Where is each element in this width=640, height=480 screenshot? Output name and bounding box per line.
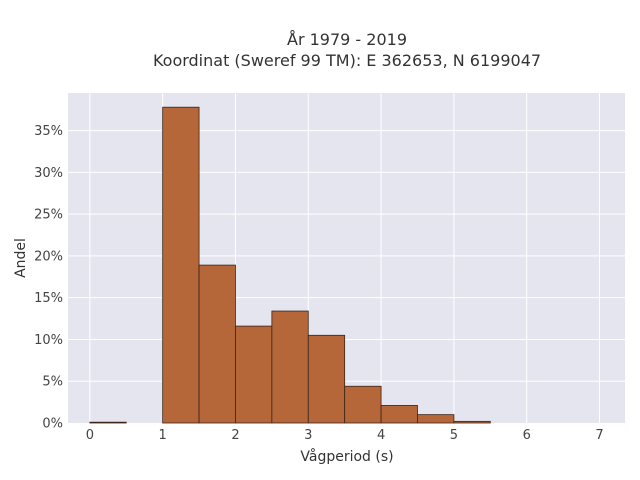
x-tick-label: 2 (231, 428, 239, 443)
histogram-bar (380, 405, 418, 424)
x-axis-ticks: 0 1 2 3 4 5 6 7 (86, 428, 604, 443)
y-tick-label: 20% (34, 249, 63, 264)
y-axis-ticks: 0% 5% 10% 15% 20% 25% 30% 35% (34, 124, 63, 431)
x-tick-label: 0 (86, 428, 94, 443)
x-tick-label: 1 (159, 428, 167, 443)
x-tick-label: 4 (377, 428, 385, 443)
x-axis-title: Vågperiod (s) (300, 448, 393, 465)
chart-title-line-2: Koordinat (Sweref 99 TM): E 362653, N 61… (153, 51, 541, 70)
y-axis-title: Andel (13, 238, 29, 278)
histogram-bar (162, 106, 200, 424)
x-tick-label: 3 (304, 428, 312, 443)
y-tick-label: 15% (34, 291, 63, 306)
histogram-bar (417, 414, 455, 424)
x-tick-label: 6 (523, 428, 531, 443)
x-tick-label: 7 (595, 428, 603, 443)
histogram-bar (344, 385, 382, 424)
y-tick-label: 5% (42, 375, 63, 390)
grid-lines (68, 93, 625, 423)
histogram-bar (235, 325, 273, 424)
plot-area (68, 93, 625, 423)
y-tick-label: 35% (34, 124, 63, 139)
y-tick-label: 30% (34, 166, 63, 181)
histogram-bar (453, 420, 491, 424)
bars (89, 106, 491, 424)
histogram-bar (307, 334, 346, 424)
histogram-bar (89, 421, 127, 424)
y-tick-label: 25% (34, 208, 63, 223)
histogram-bar (198, 264, 236, 424)
chart-title-line-1: År 1979 - 2019 (287, 30, 407, 49)
x-tick-label: 5 (450, 428, 458, 443)
y-tick-label: 0% (42, 417, 63, 432)
y-tick-label: 10% (34, 333, 63, 348)
histogram-bar (271, 310, 309, 424)
